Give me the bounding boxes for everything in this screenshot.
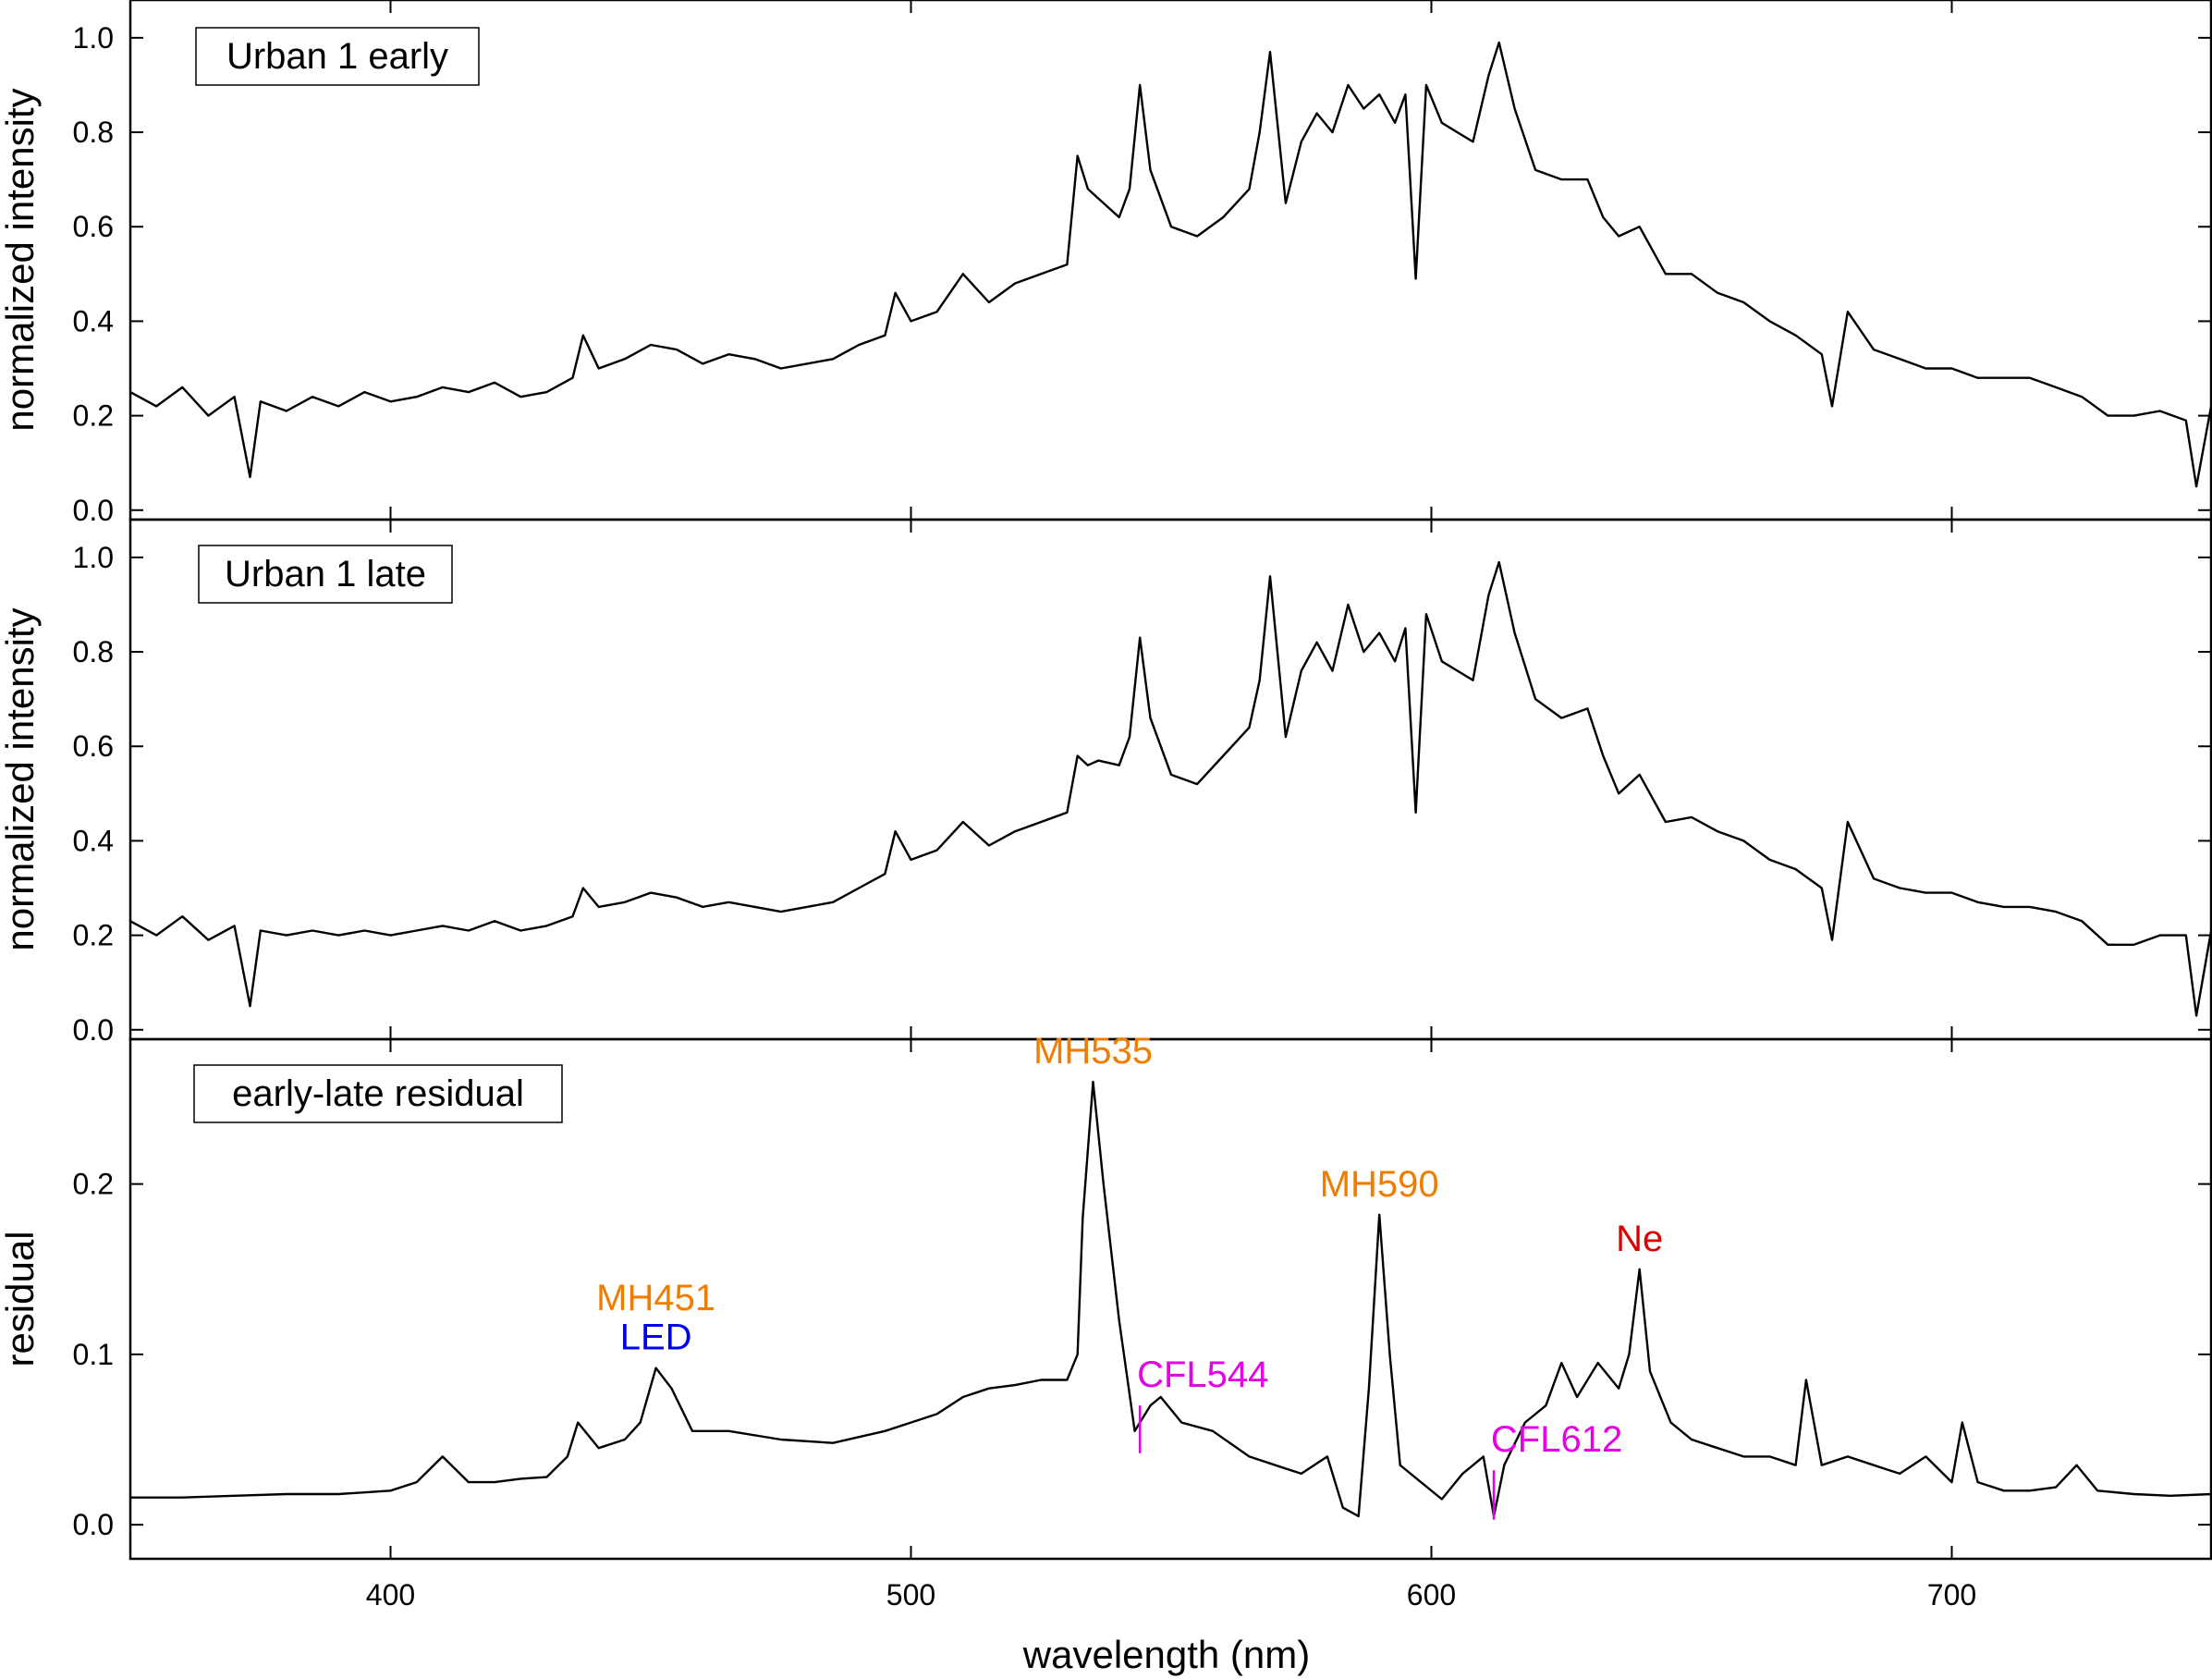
y-tick-label: 0.0 xyxy=(73,1013,114,1047)
panel-label: Urban 1 late xyxy=(225,554,426,594)
x-tick-label: 600 xyxy=(1407,1578,1456,1612)
panel-2: 0.0 0.2 0.4 0.6 0.8 1.0 normalized intensity Ur… xyxy=(0,518,2212,1047)
y-tick-label: 1.0 xyxy=(73,21,114,55)
y-axis-title: normalized intensity xyxy=(0,607,42,950)
y-tick-label: 0.6 xyxy=(73,210,114,243)
x-tick-label: 400 xyxy=(366,1578,415,1612)
y-tick-label: 0.8 xyxy=(73,635,114,668)
spectrum-line xyxy=(129,41,2212,488)
annotation-label: LED xyxy=(620,1317,692,1358)
annotation-label: MH590 xyxy=(1320,1164,1439,1205)
y-tick-label: 0.4 xyxy=(73,824,114,857)
y-tick-label: 0.2 xyxy=(73,919,114,952)
panel-frame xyxy=(128,1037,2212,1561)
y-tick-label: 0.1 xyxy=(73,1338,114,1371)
y-tick-label: 0.0 xyxy=(73,494,114,527)
panel-label: Urban 1 early xyxy=(226,36,448,77)
annotation-label: CFL544 xyxy=(1137,1354,1268,1395)
annotation-label: MH451 xyxy=(596,1278,715,1318)
y-tick-label: 0.2 xyxy=(73,1168,114,1201)
y-axis-title: normalized intensity xyxy=(0,88,42,431)
panel-1: 0.0 0.2 0.4 0.6 0.8 1.0 normalized intensity Ur… xyxy=(0,0,2212,527)
annotation-label: MH535 xyxy=(1033,1031,1153,1072)
panel-label-box xyxy=(193,1064,563,1123)
y-tick-label: 0.4 xyxy=(73,304,114,337)
x-axis-title: wavelength (nm) xyxy=(1022,1633,1310,1676)
spectrum-line xyxy=(130,1080,2212,1518)
spectrum-line xyxy=(129,560,2212,1017)
y-axis-title: residual xyxy=(0,1231,42,1366)
y-tick-label: 0.0 xyxy=(73,1508,114,1541)
panel-3: 0.0 0.1 0.2 residual early-late residual MH53… xyxy=(0,1031,2212,1612)
x-tick-label: 500 xyxy=(886,1578,935,1612)
x-tick-label: 700 xyxy=(1927,1578,1976,1612)
panel-label: early-late residual xyxy=(232,1073,524,1114)
y-tick-label: 0.8 xyxy=(73,116,114,149)
annotation-label: Ne xyxy=(1616,1219,1663,1259)
annotation-label: CFL612 xyxy=(1491,1419,1622,1460)
y-tick-label: 0.2 xyxy=(73,399,114,433)
y-tick-label: 0.6 xyxy=(73,729,114,763)
panel-label-box xyxy=(195,27,480,86)
panel-label-box xyxy=(198,545,453,604)
y-tick-label: 1.0 xyxy=(73,541,114,574)
